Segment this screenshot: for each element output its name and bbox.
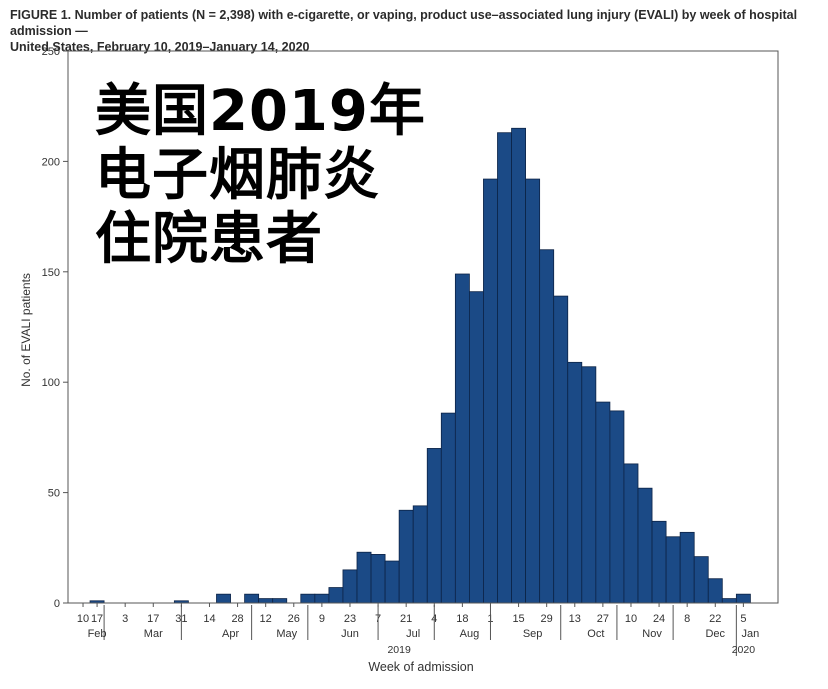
bar-sep-1 — [483, 178, 498, 604]
x-tick-label: 13 — [569, 613, 581, 625]
bar-jun-30 — [356, 551, 372, 604]
y-tick-label: 100 — [42, 377, 60, 389]
bar-sep-8 — [497, 132, 512, 604]
year-label-2019: 2019 — [387, 644, 411, 656]
x-tick-label: 9 — [319, 613, 325, 625]
bar-sep-15 — [511, 127, 526, 604]
month-label-jul: Jul — [406, 628, 420, 640]
chinese-overlay-title: 美国2019年 电子烟肺炎 住院患者 — [95, 80, 426, 272]
bar-apr-21 — [216, 593, 231, 604]
x-tick-label: 14 — [203, 613, 215, 625]
bar-dec-22 — [707, 578, 723, 604]
bar-jun-2 — [300, 593, 316, 604]
month-label-jan: Jan — [742, 628, 760, 640]
overlay-line-2: 电子烟肺炎 — [95, 143, 380, 208]
y-tick-label: 250 — [42, 46, 60, 58]
bar-jul-7 — [370, 554, 386, 604]
y-tick-label: 200 — [42, 156, 60, 168]
bar-may-19 — [272, 598, 288, 604]
overlay-line-3: 住院患者 — [95, 207, 323, 272]
y-tick-label: 150 — [42, 267, 60, 279]
caption-line-1: FIGURE 1. Number of patients (N = 2,398)… — [10, 8, 798, 38]
x-tick-label: 3 — [122, 613, 128, 625]
x-tick-label: 29 — [541, 613, 553, 625]
x-axis: 1017317311428122692372141811529132710248… — [77, 603, 759, 656]
x-tick-label: 15 — [512, 613, 524, 625]
x-tick-label: 21 — [400, 613, 412, 625]
bar-nov-17 — [637, 487, 653, 604]
bar-oct-20 — [581, 366, 597, 604]
x-tick-label: 24 — [653, 613, 665, 625]
bar-dec-29 — [721, 598, 737, 604]
overlay-line-1: 美国2019年 — [95, 79, 426, 144]
plot-border — [67, 50, 779, 604]
bar-nov-24 — [651, 520, 667, 604]
bar-jun-23 — [342, 569, 358, 604]
x-tick-label: 12 — [260, 613, 272, 625]
x-tick-label: 10 — [77, 613, 89, 625]
bar-aug-25 — [468, 291, 484, 604]
bar-dec-8 — [679, 531, 695, 604]
bar-aug-18 — [454, 273, 470, 604]
bar-nov-3 — [609, 410, 625, 604]
bar-aug-4 — [426, 448, 442, 604]
month-label-sep: Sep — [523, 628, 543, 640]
month-label-dec: Dec — [705, 628, 725, 640]
year-label-2020: 2020 — [732, 644, 756, 656]
month-label-nov: Nov — [642, 628, 662, 640]
x-tick-label: 23 — [344, 613, 356, 625]
bar-jul-21 — [398, 509, 414, 604]
x-tick-label: 5 — [740, 613, 746, 625]
bar-oct-27 — [595, 401, 611, 604]
bar-sep-22 — [525, 178, 541, 604]
x-tick-label: 8 — [684, 613, 690, 625]
bar-dec-1 — [665, 536, 681, 604]
y-tick-label: 50 — [48, 488, 60, 500]
x-tick-label: 26 — [288, 613, 300, 625]
x-tick-label: 10 — [625, 613, 637, 625]
x-tick-label: 28 — [231, 613, 243, 625]
month-label-apr: Apr — [222, 628, 239, 640]
bar-dec-15 — [693, 556, 709, 604]
x-axis-label: Week of admission — [368, 660, 473, 674]
bar-nov-10 — [623, 463, 639, 604]
y-axis: 0 50 100 150 200 250 — [42, 46, 68, 610]
x-tick-label: 17 — [91, 613, 103, 625]
x-tick-label: 27 — [597, 613, 609, 625]
month-label-feb: Feb — [88, 628, 107, 640]
month-label-oct: Oct — [587, 628, 604, 640]
bar-jan-5 — [735, 593, 751, 604]
bar-may-5 — [244, 593, 260, 604]
y-tick-label: 0 — [54, 598, 60, 610]
x-tick-label: 18 — [456, 613, 468, 625]
month-label-jun: Jun — [341, 628, 359, 640]
bars-group — [89, 127, 751, 604]
month-label-may: May — [276, 628, 297, 640]
x-tick-label: 17 — [147, 613, 159, 625]
bar-may-12 — [258, 598, 274, 604]
plot-frame — [67, 50, 779, 604]
bar-jun-16 — [328, 587, 344, 604]
bar-aug-11 — [440, 412, 456, 604]
bar-oct-13 — [567, 361, 583, 604]
month-label-aug: Aug — [460, 628, 480, 640]
y-axis-label: No. of EVALI patients — [19, 273, 33, 387]
bar-jun-9 — [314, 593, 330, 604]
bar-jul-14 — [384, 560, 400, 604]
bar-jul-28 — [412, 505, 428, 604]
x-tick-label: 22 — [709, 613, 721, 625]
month-label-mar: Mar — [144, 628, 163, 640]
bar-sep-29 — [539, 249, 555, 604]
bar-oct-6 — [553, 295, 569, 604]
